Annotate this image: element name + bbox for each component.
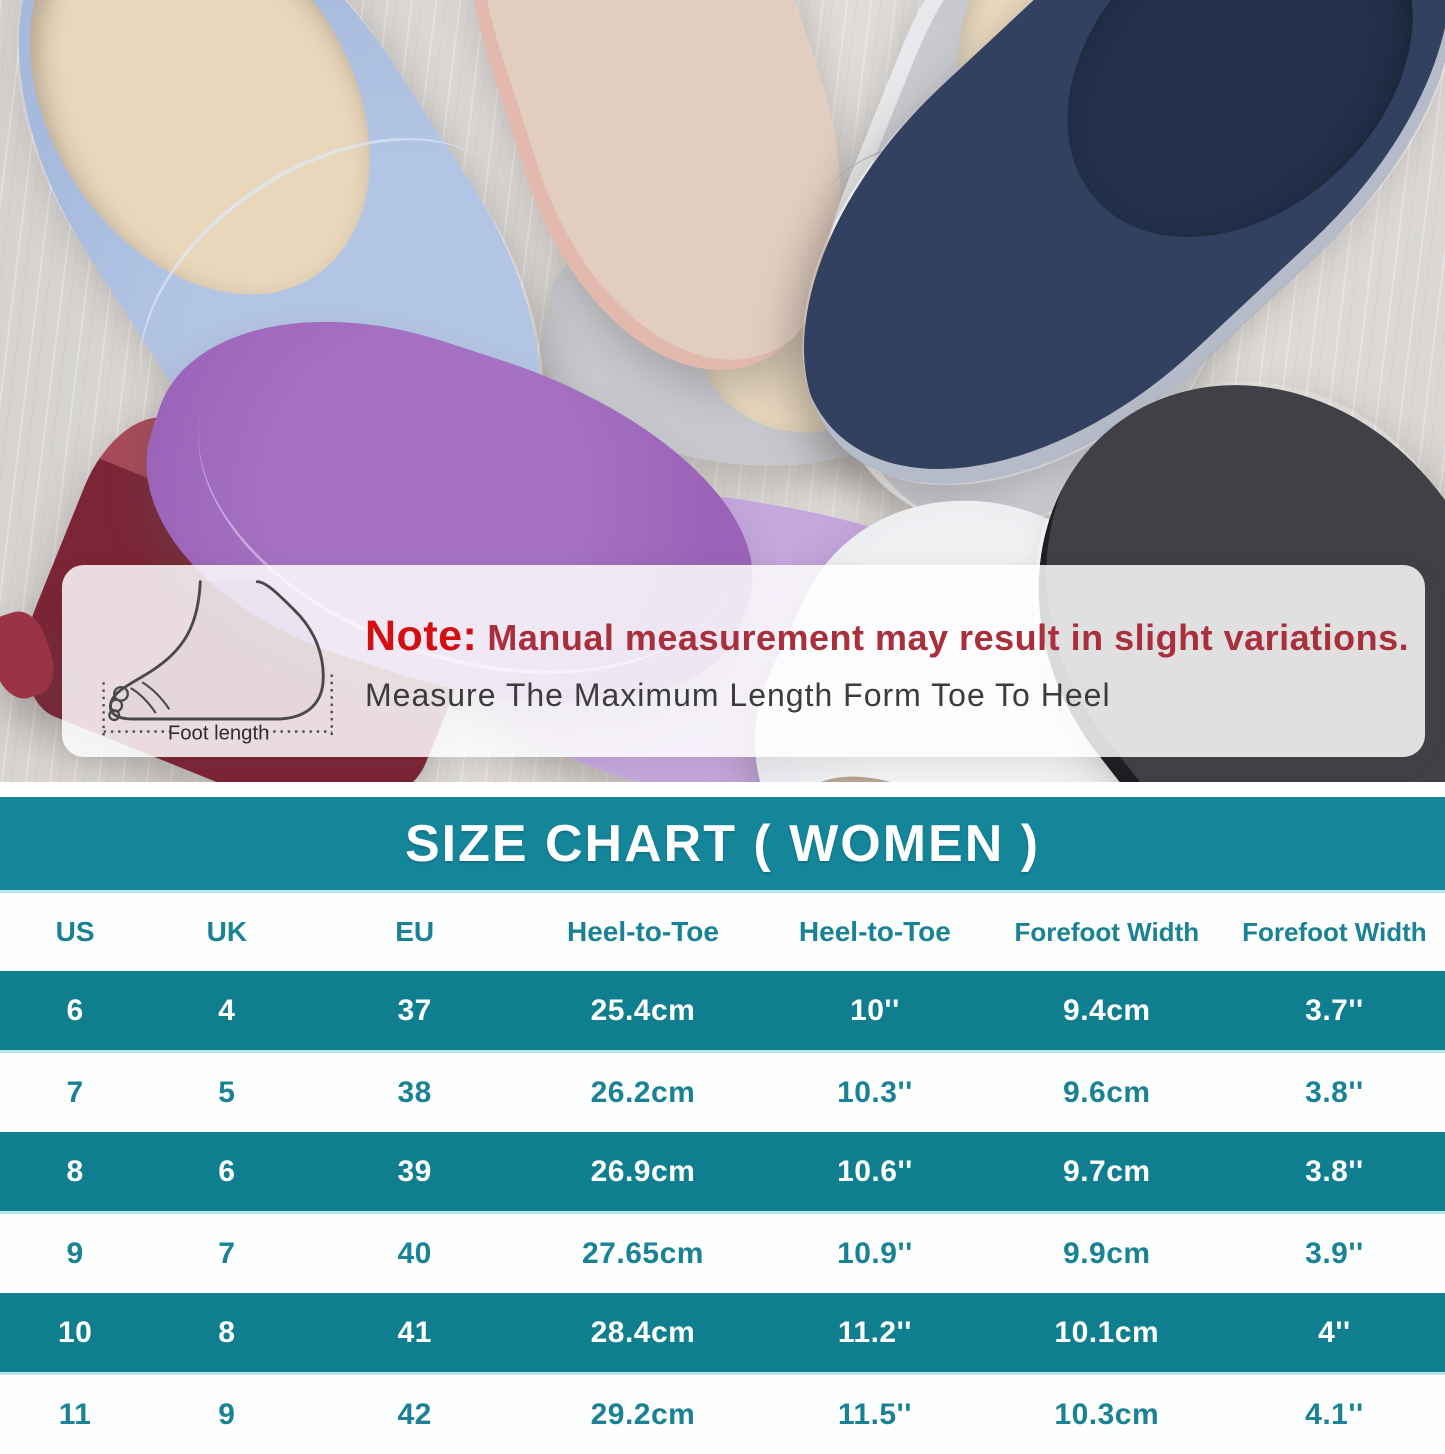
cell-uk: 6 bbox=[218, 1154, 236, 1188]
note-texts: Note: Manual measurement may result in sl… bbox=[365, 608, 1409, 714]
cell-heel-in: 11.5'' bbox=[837, 1397, 912, 1431]
cell-eu: 39 bbox=[397, 1154, 432, 1188]
note-line: Note: Manual measurement may result in sl… bbox=[365, 612, 1409, 661]
column-header-heel-in: Heel-to-Toe bbox=[798, 916, 951, 947]
cell-heel-cm: 28.4cm bbox=[590, 1315, 696, 1349]
cell-eu: 42 bbox=[397, 1397, 432, 1431]
cell-forefoot-in: 4.1'' bbox=[1305, 1397, 1364, 1431]
cell-forefoot-in: 4'' bbox=[1318, 1315, 1351, 1349]
cell-us: 7 bbox=[66, 1075, 84, 1109]
size-chart-title-band: SIZE CHART ( WOMEN ) bbox=[0, 797, 1445, 893]
cell-us: 11 bbox=[58, 1397, 92, 1431]
cell-uk: 7 bbox=[218, 1236, 236, 1270]
table-row-size-6: 6 4 37 25.4cm 10'' 9.4cm 3.7'' bbox=[0, 971, 1445, 1053]
column-header-us: US bbox=[55, 916, 95, 947]
cell-forefoot-in: 3.7'' bbox=[1305, 993, 1364, 1027]
cell-heel-in: 11.2'' bbox=[837, 1315, 912, 1349]
cell-heel-in: 10.6'' bbox=[837, 1154, 913, 1188]
table-header-row: US UK EU Heel-to-Toe Heel-to-Toe Forefoo… bbox=[0, 893, 1445, 971]
product-photo: Foot length Note: Manual measurement may … bbox=[0, 0, 1445, 782]
column-header-forefoot-in: Forefoot Width bbox=[1242, 917, 1427, 947]
size-chart-table: US UK EU Heel-to-Toe Heel-to-Toe Forefoo… bbox=[0, 893, 1445, 1454]
cell-forefoot-cm: 10.3cm bbox=[1054, 1397, 1160, 1431]
cell-heel-in: 10.3'' bbox=[837, 1075, 913, 1109]
table-row-size-10: 10 8 41 28.4cm 11.2'' 10.1cm 4'' bbox=[0, 1293, 1445, 1375]
cell-heel-cm: 27.65cm bbox=[582, 1236, 704, 1270]
size-chart-title: SIZE CHART ( WOMEN ) bbox=[404, 814, 1041, 873]
cell-uk: 8 bbox=[218, 1315, 236, 1349]
cell-heel-in: 10'' bbox=[850, 993, 900, 1027]
cell-heel-cm: 25.4cm bbox=[590, 993, 696, 1027]
cell-forefoot-cm: 9.6cm bbox=[1063, 1075, 1151, 1109]
cell-heel-in: 10.9'' bbox=[837, 1236, 913, 1270]
cell-uk: 4 bbox=[218, 993, 236, 1027]
cell-heel-cm: 26.2cm bbox=[590, 1075, 696, 1109]
cell-forefoot-cm: 9.7cm bbox=[1063, 1154, 1151, 1188]
cell-uk: 5 bbox=[218, 1075, 236, 1109]
cell-eu: 38 bbox=[397, 1075, 432, 1109]
cell-forefoot-in: 3.9'' bbox=[1305, 1236, 1364, 1270]
cell-heel-cm: 29.2cm bbox=[590, 1397, 696, 1431]
column-header-uk: UK bbox=[206, 916, 248, 947]
cell-uk: 9 bbox=[218, 1397, 236, 1431]
cell-forefoot-cm: 10.1cm bbox=[1054, 1315, 1160, 1349]
divider bbox=[0, 782, 1445, 797]
cell-us: 6 bbox=[66, 993, 84, 1027]
column-header-heel-cm: Heel-to-Toe bbox=[567, 916, 719, 947]
cell-forefoot-in: 3.8'' bbox=[1305, 1075, 1364, 1109]
table-row-size-8: 8 6 39 26.9cm 10.6'' 9.7cm 3.8'' bbox=[0, 1132, 1445, 1214]
column-header-forefoot-cm: Forefoot Width bbox=[1014, 917, 1200, 947]
cell-us: 8 bbox=[66, 1154, 84, 1188]
cell-forefoot-in: 3.8'' bbox=[1305, 1154, 1364, 1188]
table-row-size-11: 11 9 42 29.2cm 11.5'' 10.3cm 4.1'' bbox=[0, 1375, 1445, 1454]
table-row-size-7: 7 5 38 26.2cm 10.3'' 9.6cm 3.8'' bbox=[0, 1053, 1445, 1132]
note-text: Manual measurement may result in slight … bbox=[487, 617, 1410, 658]
note-label: Note: bbox=[365, 612, 478, 660]
cell-eu: 41 bbox=[397, 1315, 432, 1349]
cell-forefoot-cm: 9.4cm bbox=[1063, 993, 1151, 1027]
cell-eu: 40 bbox=[397, 1236, 432, 1270]
cell-us: 9 bbox=[66, 1236, 84, 1270]
foot-length-caption: Foot length bbox=[168, 722, 269, 744]
table-row-size-9: 9 7 40 27.65cm 10.9'' 9.9cm 3.9'' bbox=[0, 1214, 1445, 1293]
note-banner: Foot length Note: Manual measurement may … bbox=[62, 565, 1425, 757]
cell-forefoot-cm: 9.9cm bbox=[1063, 1236, 1151, 1270]
note-subtext: Measure The Maximum Length Form Toe To H… bbox=[365, 677, 1111, 713]
cell-eu: 37 bbox=[397, 993, 432, 1027]
column-header-eu: EU bbox=[395, 916, 435, 947]
cell-us: 10 bbox=[57, 1315, 93, 1349]
foot-length-icon: Foot length bbox=[102, 580, 333, 744]
cell-heel-cm: 26.9cm bbox=[590, 1154, 696, 1188]
